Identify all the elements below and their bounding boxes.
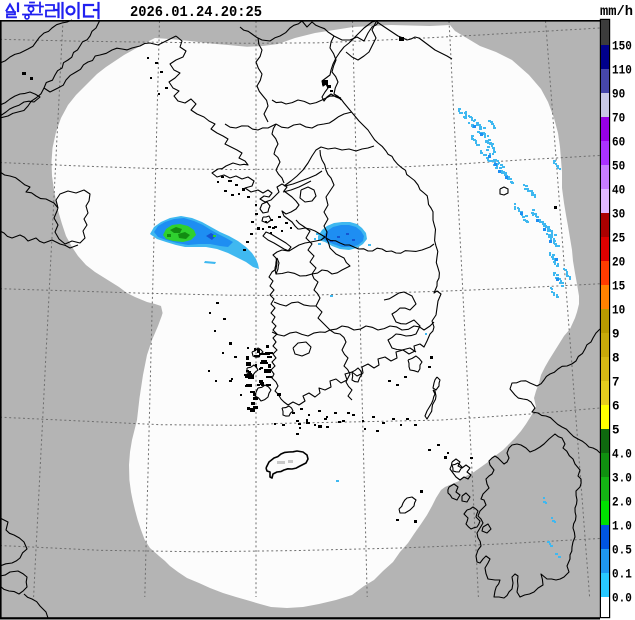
svg-text:5: 5: [612, 424, 620, 438]
svg-text:70: 70: [612, 112, 625, 126]
svg-text:15: 15: [612, 280, 625, 294]
svg-text:150: 150: [612, 40, 632, 54]
svg-text:0.1: 0.1: [612, 568, 632, 582]
svg-text:mm/h: mm/h: [600, 5, 633, 20]
svg-text:4.0: 4.0: [612, 448, 632, 462]
svg-text:3.0: 3.0: [612, 472, 632, 486]
svg-text:30: 30: [612, 208, 625, 222]
svg-text:8: 8: [612, 352, 620, 366]
svg-text:20: 20: [612, 256, 625, 270]
svg-text:25: 25: [612, 232, 625, 246]
svg-text:90: 90: [612, 88, 625, 102]
svg-text:1.0: 1.0: [612, 520, 632, 534]
svg-text:7: 7: [612, 376, 620, 390]
svg-text:0.0: 0.0: [612, 592, 632, 606]
svg-text:50: 50: [612, 160, 625, 174]
svg-text:60: 60: [612, 136, 625, 150]
svg-text:110: 110: [612, 64, 632, 78]
svg-text:2026.01.24.20:25: 2026.01.24.20:25: [130, 5, 262, 21]
svg-text:10: 10: [612, 304, 625, 318]
svg-text:0.5: 0.5: [612, 544, 632, 558]
svg-text:40: 40: [612, 184, 625, 198]
svg-text:2.0: 2.0: [612, 496, 632, 510]
svg-text:9: 9: [612, 328, 620, 342]
svg-text:6: 6: [612, 400, 620, 414]
